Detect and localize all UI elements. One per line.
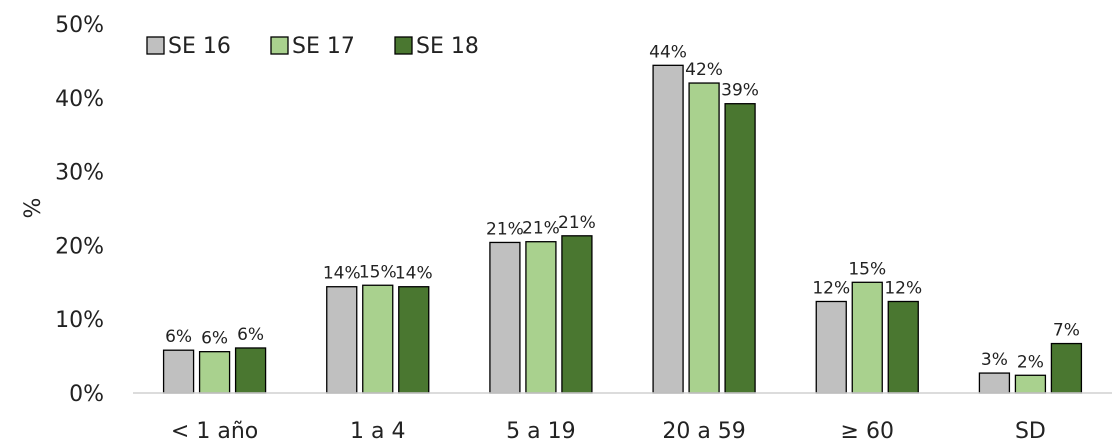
legend-label: SE 17 bbox=[292, 34, 355, 59]
y-axis-ticks: 0% 10% 20% 30% 40% 50% bbox=[55, 13, 104, 407]
data-label: 14% bbox=[323, 264, 361, 284]
data-label: 6% bbox=[237, 325, 264, 345]
data-label: 3% bbox=[981, 350, 1008, 370]
data-label: 6% bbox=[165, 327, 192, 347]
bar bbox=[162, 349, 195, 394]
data-label: 21% bbox=[486, 219, 524, 239]
data-label: 7% bbox=[1053, 321, 1080, 341]
bar bbox=[978, 372, 1011, 394]
bar bbox=[815, 300, 847, 394]
x-category-label: 20 a 59 bbox=[662, 419, 745, 444]
bar bbox=[652, 64, 684, 394]
data-label: 12% bbox=[812, 278, 850, 298]
data-label: 42% bbox=[685, 60, 723, 80]
x-category-label: < 1 año bbox=[171, 419, 258, 444]
data-label: 2% bbox=[1017, 352, 1044, 372]
bar bbox=[398, 286, 430, 394]
bar bbox=[1014, 374, 1047, 394]
x-category-label: SD bbox=[1015, 419, 1046, 444]
bar bbox=[561, 235, 593, 394]
legend: SE 16 SE 17 SE 18 bbox=[146, 34, 479, 59]
data-label: 39% bbox=[721, 81, 759, 101]
bar bbox=[326, 286, 358, 394]
y-tick-label: 50% bbox=[55, 13, 104, 38]
legend-label: SE 18 bbox=[416, 34, 479, 59]
data-label: 21% bbox=[558, 213, 596, 233]
y-tick-label: 30% bbox=[55, 161, 104, 186]
y-tick-label: 10% bbox=[55, 308, 104, 333]
bar bbox=[724, 103, 756, 394]
y-axis-label: % bbox=[21, 198, 46, 219]
data-label: 44% bbox=[649, 42, 687, 62]
legend-swatch bbox=[394, 36, 413, 55]
data-label: 6% bbox=[201, 329, 228, 349]
x-category-label: ≥ 60 bbox=[841, 419, 894, 444]
bar bbox=[525, 241, 557, 394]
data-label: 21% bbox=[522, 219, 560, 239]
data-label: 15% bbox=[359, 262, 397, 282]
data-label: 15% bbox=[848, 259, 886, 279]
legend-swatch bbox=[270, 36, 289, 55]
bars bbox=[162, 64, 1083, 394]
data-label: 14% bbox=[395, 264, 433, 284]
x-axis-categories: < 1 año 1 a 4 5 a 19 20 a 59 ≥ 60 SD bbox=[171, 419, 1046, 444]
bar bbox=[851, 281, 883, 394]
x-category-label: 5 a 19 bbox=[506, 419, 575, 444]
legend-label: SE 16 bbox=[168, 34, 231, 59]
bar bbox=[489, 241, 521, 394]
y-tick-label: 20% bbox=[55, 234, 104, 259]
x-category-label: 1 a 4 bbox=[350, 419, 405, 444]
data-label: 12% bbox=[884, 278, 922, 298]
data-labels: 6% 6% 6%14%15%14%21%21%21%44%42%39%12%15%1… bbox=[165, 42, 1080, 372]
y-tick-label: 40% bbox=[55, 87, 104, 112]
bar bbox=[234, 347, 267, 394]
bar bbox=[688, 82, 720, 394]
bar bbox=[1050, 342, 1083, 394]
legend-swatch bbox=[146, 36, 165, 55]
bar bbox=[198, 351, 231, 394]
bar bbox=[887, 300, 919, 394]
y-tick-label: 0% bbox=[69, 382, 104, 407]
bar bbox=[362, 284, 394, 394]
